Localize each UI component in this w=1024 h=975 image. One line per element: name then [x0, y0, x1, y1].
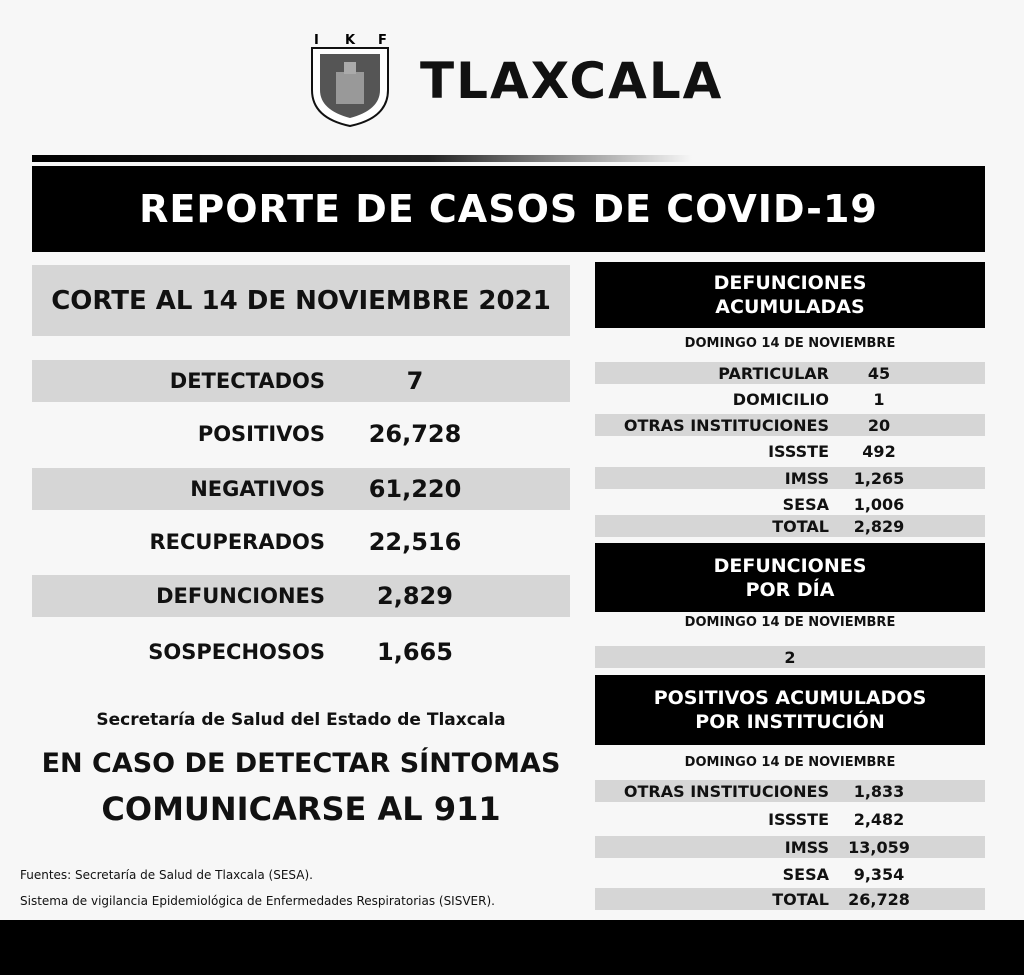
stat-value: 1,665	[377, 638, 453, 666]
table-row: IMSS 13,059	[595, 836, 985, 858]
header-line: POR DÍA	[745, 578, 835, 601]
row-value: 9,354	[853, 864, 905, 884]
date-label: DOMINGO 14 DE NOVIEMBRE	[684, 615, 896, 630]
row-value: 1,265	[853, 468, 905, 488]
row-label: PARTICULAR	[718, 363, 829, 383]
footer-bar	[0, 920, 1024, 975]
header-line: DEFUNCIONES	[713, 272, 867, 294]
cutoff-date: CORTE AL 14 DE NOVIEMBRE 2021	[32, 265, 570, 336]
stat-value: 22,516	[368, 528, 462, 556]
table-row: IMSS 1,265	[595, 467, 985, 489]
sources-line-1: Fuentes: Secretaría de Salud de Tlaxcala…	[20, 868, 313, 882]
row-value: 45	[867, 363, 891, 383]
sources-line-2: Sistema de vigilancia Epidemiológica de …	[20, 894, 495, 908]
row-value: 492	[862, 441, 896, 461]
svg-text:F: F	[378, 33, 387, 48]
row-value: 2,829	[853, 516, 905, 536]
deaths-cumulative-header: DEFUNCIONES ACUMULADAS	[595, 262, 985, 328]
row-label: TOTAL	[772, 516, 829, 536]
row-label: IMSS	[784, 468, 829, 488]
row-label: SESA	[782, 864, 829, 884]
row-label: ISSSTE	[768, 441, 829, 461]
table-row-total: TOTAL 2,829	[595, 515, 985, 537]
row-value: 13,059	[848, 837, 910, 857]
stat-label: RECUPERADOS	[149, 530, 325, 554]
deaths-per-day-value: 2	[784, 647, 796, 667]
positives-by-institution-header: POSITIVOS ACUMULADOS POR INSTITUCIÓN	[595, 675, 985, 745]
table-row: SESA 1,006	[595, 493, 985, 515]
header-line: POR INSTITUCIÓN	[695, 711, 885, 733]
stat-row: RECUPERADOS 22,516	[32, 521, 570, 563]
row-label: SESA	[782, 494, 829, 514]
stat-value: 7	[406, 367, 424, 395]
stat-row: DEFUNCIONES 2,829	[32, 575, 570, 617]
page-title: TLAXCALA	[420, 52, 724, 110]
table-row: SESA 9,354	[595, 863, 985, 885]
date-label: DOMINGO 14 DE NOVIEMBRE	[684, 755, 896, 770]
stat-label: NEGATIVOS	[190, 477, 325, 501]
stat-label: DEFUNCIONES	[156, 584, 325, 608]
row-value: 20	[867, 415, 891, 435]
table-row: OTRAS INSTITUCIONES 20	[595, 414, 985, 436]
header-line: ACUMULADAS	[715, 296, 865, 318]
row-value: 26,728	[848, 889, 910, 909]
stat-label: POSITIVOS	[197, 422, 325, 446]
warning-line-2: COMUNICARSE AL 911	[101, 790, 501, 828]
table-row: OTRAS INSTITUCIONES 1,833	[595, 780, 985, 802]
stat-value: 61,220	[368, 475, 462, 503]
deaths-per-day-header: DEFUNCIONES POR DÍA	[595, 543, 985, 612]
table-row-total: TOTAL 26,728	[595, 888, 985, 910]
row-value: 2,482	[853, 809, 905, 829]
table-row: ISSSTE 492	[595, 440, 985, 462]
row-value: 1,006	[853, 494, 905, 514]
divider	[32, 155, 692, 162]
row-value: 1	[873, 389, 885, 409]
stat-row: SOSPECHOSOS 1,665	[32, 631, 570, 673]
warning-line-1: EN CASO DE DETECTAR SÍNTOMAS	[41, 748, 561, 779]
tlaxcala-coat-of-arms-logo: I K F	[311, 33, 389, 128]
stat-label: SOSPECHOSOS	[148, 640, 325, 664]
date-label: DOMINGO 14 DE NOVIEMBRE	[684, 336, 896, 351]
row-label: DOMICILIO	[732, 389, 829, 409]
header-line: POSITIVOS ACUMULADOS	[653, 687, 927, 709]
row-value: 1,833	[853, 781, 905, 801]
table-row: DOMICILIO 1	[595, 388, 985, 410]
stat-label: DETECTADOS	[169, 369, 325, 393]
row-label: OTRAS INSTITUCIONES	[623, 415, 829, 435]
report-banner: REPORTE DE CASOS DE COVID-19	[32, 166, 985, 252]
stat-row: DETECTADOS 7	[32, 360, 570, 402]
table-row: PARTICULAR 45	[595, 362, 985, 384]
deaths-per-day-row: 2	[595, 646, 985, 668]
svg-text:I: I	[314, 33, 319, 48]
row-label: TOTAL	[772, 889, 829, 909]
row-label: IMSS	[784, 837, 829, 857]
stat-row: NEGATIVOS 61,220	[32, 468, 570, 510]
row-label: OTRAS INSTITUCIONES	[623, 781, 829, 801]
svg-text:K: K	[345, 33, 356, 48]
row-label: ISSSTE	[768, 809, 829, 829]
secretaria-text: Secretaría de Salud del Estado de Tlaxca…	[96, 710, 506, 730]
stat-value: 2,829	[377, 582, 453, 610]
table-row: ISSSTE 2,482	[595, 808, 985, 830]
stat-row: POSITIVOS 26,728	[32, 413, 570, 455]
stat-value: 26,728	[368, 420, 462, 448]
header-line: DEFUNCIONES	[713, 554, 867, 577]
